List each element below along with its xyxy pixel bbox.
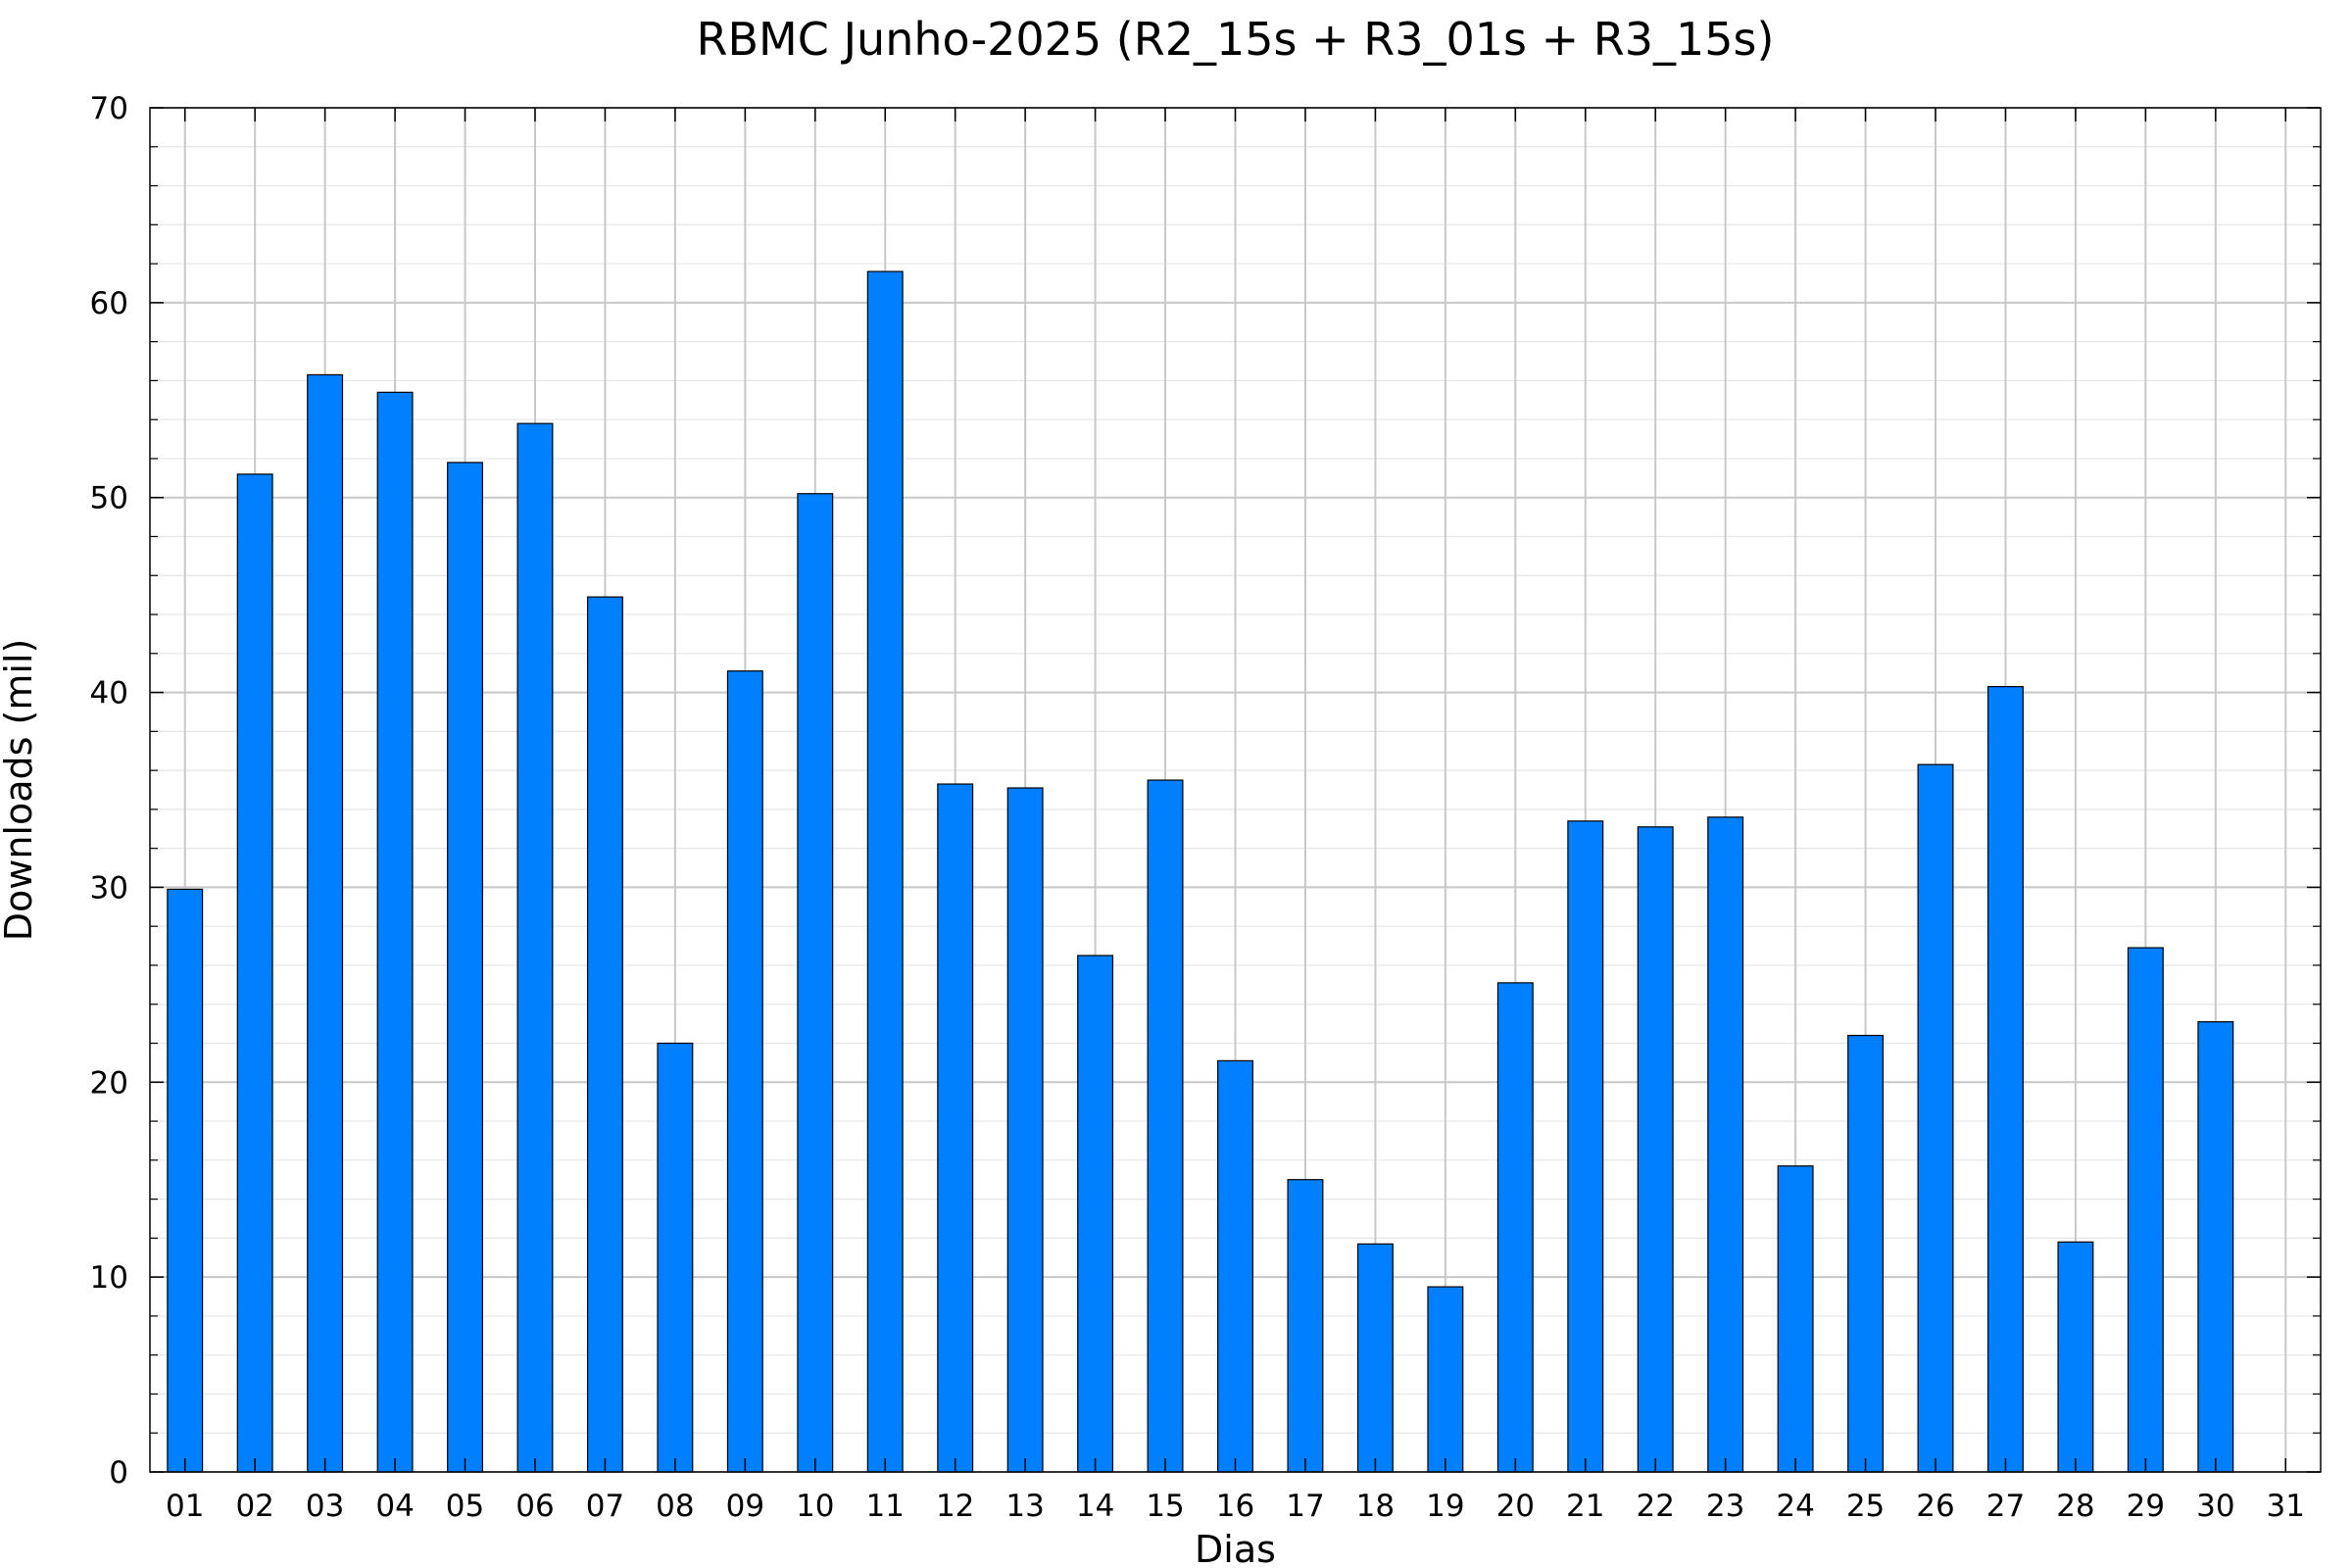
y-tick-label: 0 (109, 1455, 128, 1491)
x-tick-label: 22 (1636, 1489, 1674, 1524)
bars (167, 270, 2234, 1473)
x-tick-label: 05 (446, 1489, 484, 1524)
x-tick-label: 04 (375, 1489, 414, 1524)
y-tick-label: 60 (90, 286, 128, 321)
x-tick-labels: 01 02 03 04 05 06 07 08 09 10 11 12 13 14 15 16 17 18 19 20… (166, 1489, 2305, 1524)
x-tick-label: 10 (796, 1489, 834, 1524)
x-tick-label: 25 (1846, 1489, 1885, 1524)
bar-05 (447, 462, 483, 1473)
y-tick-label: 70 (90, 91, 128, 126)
bar-22 (1637, 826, 1674, 1473)
bar-19 (1427, 1286, 1464, 1473)
bar-30 (2197, 1021, 2234, 1473)
x-tick-label: 16 (1216, 1489, 1254, 1524)
bar-14 (1077, 955, 1114, 1473)
bar-18 (1356, 1243, 1394, 1473)
bar-24 (1777, 1165, 1814, 1473)
x-tick-label: 20 (1496, 1489, 1535, 1524)
y-tick-labels: 0 10 20 30 40 50 60 70 (90, 91, 128, 1491)
bar-26 (1917, 763, 1954, 1473)
x-tick-label: 13 (1005, 1489, 1044, 1524)
bar-17 (1287, 1179, 1324, 1473)
y-tick-label: 10 (90, 1260, 128, 1296)
x-tick-label: 17 (1286, 1489, 1324, 1524)
bar-04 (376, 391, 414, 1473)
bar-01 (167, 888, 204, 1473)
x-tick-label: 28 (2056, 1489, 2094, 1524)
bar-02 (236, 473, 273, 1473)
x-tick-label: 03 (306, 1489, 344, 1524)
x-tick-label: 21 (1566, 1489, 1604, 1524)
x-tick-label: 19 (1426, 1489, 1464, 1524)
bar-03 (307, 373, 344, 1473)
x-tick-label: 18 (1356, 1489, 1395, 1524)
bar-08 (657, 1042, 694, 1473)
y-axis-label: Downloads (mil) (0, 639, 40, 942)
y-tick-label: 50 (90, 481, 128, 516)
x-tick-label: 24 (1776, 1489, 1814, 1524)
x-tick-label: 31 (2267, 1489, 2305, 1524)
bar-15 (1147, 779, 1184, 1473)
x-tick-label: 07 (586, 1489, 624, 1524)
x-tick-label: 14 (1076, 1489, 1114, 1524)
x-tick-label: 23 (1706, 1489, 1744, 1524)
bar-16 (1217, 1059, 1253, 1473)
x-tick-label: 09 (726, 1489, 764, 1524)
x-tick-label: 29 (2127, 1489, 2165, 1524)
bar-10 (797, 493, 834, 1473)
x-tick-label: 15 (1146, 1489, 1184, 1524)
x-tick-label: 01 (166, 1489, 204, 1524)
y-tick-label: 20 (90, 1065, 128, 1101)
x-tick-label: 27 (1986, 1489, 2025, 1524)
bar-23 (1707, 816, 1744, 1473)
bar-25 (1847, 1034, 1885, 1473)
y-tick-label: 40 (90, 676, 128, 711)
bar-12 (937, 783, 974, 1473)
bar-06 (516, 422, 554, 1473)
x-tick-label: 12 (936, 1489, 974, 1524)
chart-title: RBMC Junho-2025 (R2_15s + R3_01s + R3_15… (697, 13, 1775, 66)
x-tick-label: 06 (515, 1489, 554, 1524)
bar-09 (726, 670, 763, 1473)
bar-20 (1496, 982, 1534, 1473)
x-axis-label: Dias (1195, 1528, 1276, 1568)
x-tick-label: 26 (1916, 1489, 1954, 1524)
bar-28 (2057, 1241, 2094, 1473)
tick-marks (150, 107, 2321, 1473)
bar-27 (1987, 686, 2024, 1473)
bar-29 (2127, 947, 2164, 1473)
bar-21 (1567, 820, 1604, 1473)
x-tick-label: 30 (2196, 1489, 2234, 1524)
bar-13 (1006, 787, 1044, 1473)
x-tick-label: 08 (656, 1489, 694, 1524)
bar-07 (586, 596, 623, 1473)
x-tick-label: 11 (866, 1489, 905, 1524)
y-tick-label: 30 (90, 870, 128, 906)
x-tick-label: 02 (235, 1489, 273, 1524)
bar-11 (866, 270, 904, 1473)
